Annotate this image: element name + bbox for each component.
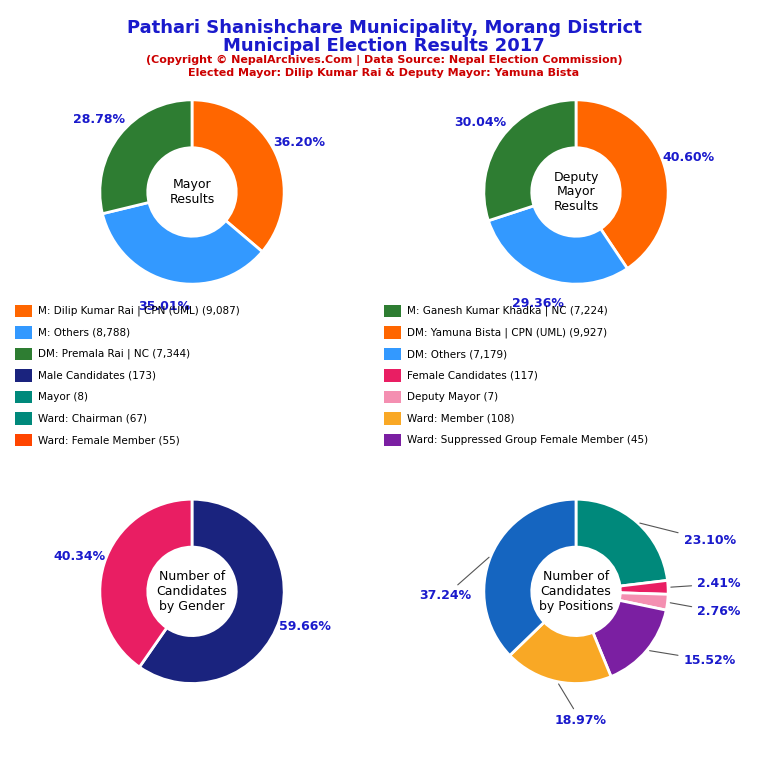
Text: Female Candidates (117): Female Candidates (117)	[407, 370, 538, 381]
Wedge shape	[576, 100, 668, 269]
Text: Ward: Female Member (55): Ward: Female Member (55)	[38, 435, 180, 445]
Text: 29.36%: 29.36%	[511, 297, 564, 310]
Text: M: Others (8,788): M: Others (8,788)	[38, 327, 131, 338]
Wedge shape	[484, 499, 576, 655]
Text: 2.41%: 2.41%	[670, 578, 740, 591]
Text: Ward: Chairman (67): Ward: Chairman (67)	[38, 413, 147, 424]
Text: 18.97%: 18.97%	[554, 684, 607, 727]
Wedge shape	[102, 203, 262, 284]
Text: Ward: Suppressed Group Female Member (45): Ward: Suppressed Group Female Member (45…	[407, 435, 648, 445]
Text: DM: Others (7,179): DM: Others (7,179)	[407, 349, 507, 359]
Text: 59.66%: 59.66%	[279, 620, 330, 633]
Text: 35.01%: 35.01%	[139, 300, 190, 313]
Text: 23.10%: 23.10%	[640, 523, 736, 547]
Wedge shape	[192, 100, 284, 252]
Text: Mayor (8): Mayor (8)	[38, 392, 88, 402]
Text: Deputy
Mayor
Results: Deputy Mayor Results	[553, 170, 599, 214]
Text: Deputy Mayor (7): Deputy Mayor (7)	[407, 392, 498, 402]
Text: 2.76%: 2.76%	[670, 603, 740, 618]
Text: M: Dilip Kumar Rai | CPN (UML) (9,087): M: Dilip Kumar Rai | CPN (UML) (9,087)	[38, 306, 240, 316]
Wedge shape	[619, 593, 668, 610]
Text: 36.20%: 36.20%	[273, 136, 325, 149]
Wedge shape	[620, 581, 668, 594]
Wedge shape	[488, 206, 627, 284]
Text: 15.52%: 15.52%	[650, 650, 736, 667]
Text: Pathari Shanishchare Municipality, Morang District: Pathari Shanishchare Municipality, Moran…	[127, 19, 641, 37]
Text: M: Ganesh Kumar Khadka | NC (7,224): M: Ganesh Kumar Khadka | NC (7,224)	[407, 306, 607, 316]
Text: Elected Mayor: Dilip Kumar Rai & Deputy Mayor: Yamuna Bista: Elected Mayor: Dilip Kumar Rai & Deputy …	[188, 68, 580, 78]
Text: 40.34%: 40.34%	[53, 550, 105, 563]
Wedge shape	[140, 499, 284, 684]
Text: 28.78%: 28.78%	[73, 113, 125, 125]
Text: (Copyright © NepalArchives.Com | Data Source: Nepal Election Commission): (Copyright © NepalArchives.Com | Data So…	[146, 55, 622, 66]
Text: Number of
Candidates
by Gender: Number of Candidates by Gender	[157, 570, 227, 613]
Text: Ward: Member (108): Ward: Member (108)	[407, 413, 515, 424]
Wedge shape	[484, 100, 576, 220]
Wedge shape	[100, 499, 192, 667]
Wedge shape	[100, 100, 192, 214]
Wedge shape	[576, 499, 667, 586]
Text: Male Candidates (173): Male Candidates (173)	[38, 370, 157, 381]
Text: Mayor
Results: Mayor Results	[170, 178, 214, 206]
Text: 37.24%: 37.24%	[419, 558, 489, 602]
Text: DM: Yamuna Bista | CPN (UML) (9,927): DM: Yamuna Bista | CPN (UML) (9,927)	[407, 327, 607, 338]
Text: Municipal Election Results 2017: Municipal Election Results 2017	[223, 37, 545, 55]
Text: DM: Premala Rai | NC (7,344): DM: Premala Rai | NC (7,344)	[38, 349, 190, 359]
Wedge shape	[593, 601, 666, 677]
Text: 30.04%: 30.04%	[455, 116, 507, 129]
Text: 40.60%: 40.60%	[663, 151, 715, 164]
Wedge shape	[510, 622, 611, 684]
Text: Number of
Candidates
by Positions: Number of Candidates by Positions	[539, 570, 613, 613]
